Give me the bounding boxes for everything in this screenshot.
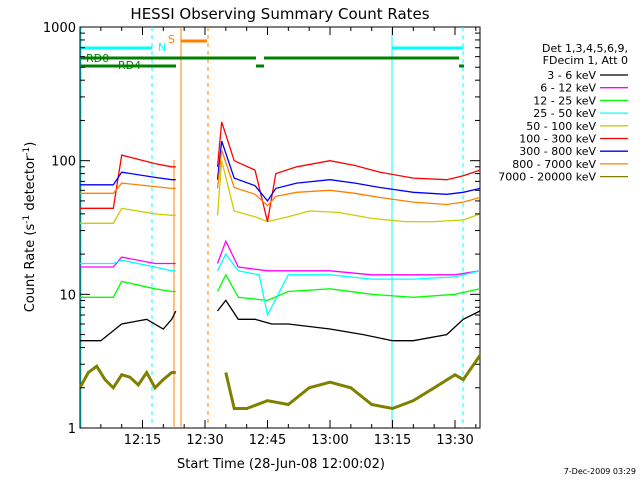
series-line-8-a bbox=[78, 364, 176, 391]
plot-frame bbox=[79, 26, 481, 429]
series-line-0-b bbox=[216, 299, 481, 342]
observation-markers bbox=[80, 27, 464, 428]
series-line-0-a bbox=[80, 310, 177, 342]
series-line-5-b bbox=[216, 121, 481, 222]
footer-date: 7-Dec-2009 03:29 bbox=[564, 467, 636, 476]
flag-s: S bbox=[168, 33, 175, 46]
y-tick-label-2: 100 bbox=[51, 155, 76, 170]
legend-label-2: 12 - 25 keV bbox=[533, 94, 596, 107]
series-line-8-b bbox=[224, 354, 482, 411]
flag-n: N bbox=[158, 41, 166, 54]
series-line-7-b bbox=[216, 149, 481, 207]
legend: Det 1,3,4,5,6,9, FDecim 1, Att 0 3 - 6 k… bbox=[498, 42, 628, 184]
series-line-4-b bbox=[216, 160, 481, 223]
y-axis-label-sup2: -1 bbox=[22, 147, 32, 156]
y-axis-ticks: 1 10 100 1000 bbox=[43, 21, 480, 437]
legend-header-2: FDecim 1, Att 0 bbox=[543, 54, 628, 67]
chart-title: HESSI Observing Summary Count Rates bbox=[130, 5, 429, 23]
x-tick-label-1: 12:30 bbox=[186, 433, 223, 448]
series-line-7-a bbox=[80, 182, 176, 194]
attenuator-bars bbox=[81, 56, 464, 68]
legend-label-1: 6 - 12 keV bbox=[540, 82, 596, 95]
legend-label-0: 3 - 6 keV bbox=[547, 69, 596, 82]
series-line-3-b bbox=[216, 252, 481, 317]
series-lines bbox=[78, 121, 482, 411]
series-line-1-b bbox=[216, 239, 481, 276]
series-line-2-b bbox=[216, 273, 481, 302]
y-axis-label-end: ) bbox=[23, 142, 38, 147]
series-line-5-a bbox=[80, 154, 176, 209]
series-line-1-a bbox=[80, 256, 176, 268]
rd0-label: RD0 bbox=[86, 52, 109, 65]
legend-header-1: Det 1,3,4,5,6,9, bbox=[542, 42, 628, 55]
legend-label-3: 25 - 50 keV bbox=[533, 107, 596, 120]
series-line-3-a bbox=[80, 259, 176, 272]
y-axis-label-mid: detector bbox=[23, 155, 38, 215]
legend-label-5: 100 - 300 keV bbox=[519, 133, 596, 146]
legend-label-8: 7000 - 20000 keV bbox=[498, 171, 596, 184]
series-line-6-b bbox=[216, 140, 481, 202]
rd4-label: RD4 bbox=[118, 59, 141, 72]
x-tick-label-5: 13:30 bbox=[436, 433, 473, 448]
x-tick-label-2: 12:45 bbox=[249, 433, 286, 448]
legend-label-4: 50 - 100 keV bbox=[526, 120, 596, 133]
legend-label-6: 300 - 800 keV bbox=[519, 145, 596, 158]
x-tick-label-4: 13:15 bbox=[374, 433, 411, 448]
y-tick-label-3: 1000 bbox=[43, 21, 76, 36]
series-line-2-a bbox=[80, 280, 176, 298]
x-axis-label: Start Time (28-Jun-08 12:00:02) bbox=[177, 457, 385, 472]
y-tick-label-0: 1 bbox=[68, 422, 76, 437]
y-tick-label-1: 10 bbox=[59, 288, 76, 303]
x-axis-ticks: 12:15 12:30 12:45 13:00 13:15 13:30 bbox=[100, 27, 477, 448]
series-line-6-a bbox=[80, 171, 176, 186]
y-axis-label-sup1: -1 bbox=[22, 215, 32, 224]
y-axis-label: Count Rate (s-1 detector-1) bbox=[22, 142, 38, 313]
series-line-4-a bbox=[80, 207, 176, 224]
x-tick-label-3: 13:00 bbox=[311, 433, 348, 448]
legend-label-7: 800 - 7000 keV bbox=[512, 158, 596, 171]
x-tick-label-0: 12:15 bbox=[124, 433, 161, 448]
y-axis-label-main: Count Rate (s bbox=[23, 224, 38, 313]
